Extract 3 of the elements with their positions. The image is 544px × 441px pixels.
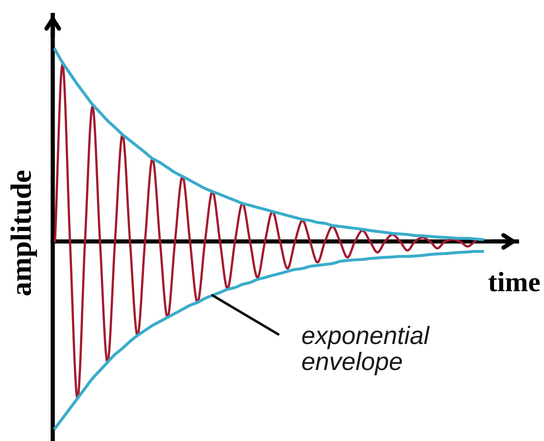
x-axis-title: time [488,272,540,292]
annotation: exponential envelope [302,326,430,376]
y-axis-title: amplitude [10,170,37,296]
